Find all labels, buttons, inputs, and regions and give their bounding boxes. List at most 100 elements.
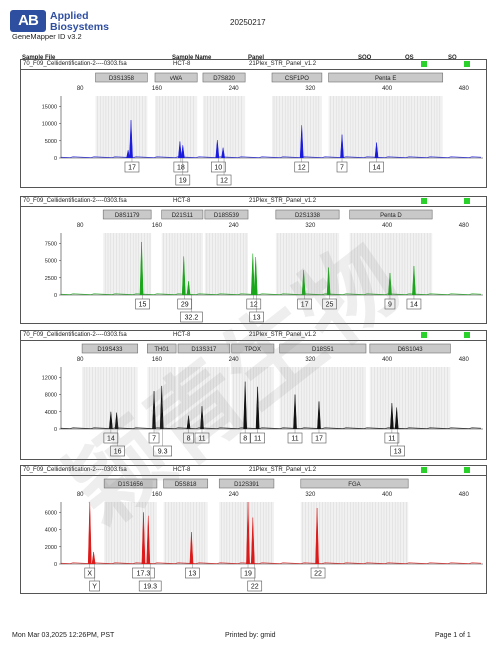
peak — [215, 140, 220, 159]
allele-call-box — [210, 161, 226, 173]
sample-name: HCT-8 — [173, 61, 191, 67]
allele-call-label: 19 — [179, 178, 187, 185]
peak — [129, 120, 133, 159]
panel-name: 21Plex_STR_Panel_v1.2 — [249, 198, 317, 204]
sample-name: HCT-8 — [173, 332, 191, 338]
allele-call-box — [175, 174, 191, 186]
marker-bin-band — [272, 96, 322, 158]
marker-bin-band — [103, 233, 152, 295]
x-tick-label: 80 — [77, 492, 84, 498]
allele-call-box — [250, 432, 265, 444]
peak — [189, 532, 194, 565]
marker-bar — [300, 478, 409, 489]
marker-bar — [154, 72, 198, 83]
x-tick-label: 160 — [152, 357, 163, 363]
x-tick-label: 240 — [229, 223, 240, 229]
peak — [390, 403, 394, 430]
marker-bin-band — [279, 367, 366, 429]
allele-call-box — [384, 432, 400, 444]
marker-label: D6S1043 — [398, 347, 424, 353]
peak — [293, 394, 297, 430]
x-tick-label: 400 — [382, 357, 393, 363]
footer-timestamp: Mon Mar 03,2025 12:26PM, PST — [12, 632, 115, 639]
allele-call-label: 11 — [254, 436, 261, 443]
y-tick-label: 6000 — [45, 510, 57, 516]
allele-call-label: 32.2 — [185, 315, 199, 322]
peak — [326, 267, 331, 296]
allele-call-box — [110, 445, 125, 457]
allele-call-label: 19.3 — [143, 584, 157, 591]
marker-bar — [81, 343, 139, 354]
sample-file: 70_F09_Cellidentification-2----0303.fsa — [23, 61, 127, 67]
allele-call-label: 11 — [198, 436, 205, 443]
marker-bar — [328, 72, 444, 83]
marker-bin-band — [369, 367, 451, 429]
x-tick-label: 320 — [305, 223, 316, 229]
marker-bar — [103, 478, 158, 489]
y-tick-label: 7500 — [45, 241, 57, 247]
applied-biosystems-logo: AB Applied Biosystems — [10, 10, 110, 38]
marker-bin-band — [202, 96, 246, 158]
x-tick-label: 480 — [459, 357, 470, 363]
baseline-trace — [60, 156, 482, 158]
x-tick-label: 240 — [229, 86, 240, 92]
allele-call-box — [135, 298, 150, 310]
marker-label: D2S1338 — [295, 213, 321, 219]
marker-label: D18S51 — [312, 347, 334, 353]
sample-name: HCT-8 — [173, 467, 191, 473]
allele-call-label: 8 — [243, 436, 247, 443]
allele-call-box — [124, 161, 140, 173]
marker-bar — [202, 72, 246, 83]
allele-call-label: 13 — [394, 449, 402, 456]
allele-call-box — [194, 432, 210, 444]
col-os: OS — [405, 55, 414, 61]
allele-call-box — [177, 298, 193, 310]
allele-call-box — [103, 432, 119, 444]
x-tick-label: 400 — [382, 223, 393, 229]
os-status-indicator — [421, 61, 427, 67]
y-tick-label: 4000 — [45, 410, 57, 416]
electropherogram-panel-blue: 70_F09_Cellidentification-2----0303.fsa … — [20, 59, 487, 188]
y-tick-label: 8000 — [45, 393, 57, 399]
report-date: 20250217 — [230, 18, 266, 27]
allele-call-box — [173, 161, 189, 173]
allele-call-label: Y — [92, 584, 97, 591]
x-tick-label: 160 — [152, 86, 163, 92]
peak — [87, 501, 92, 565]
marker-bar — [279, 343, 367, 354]
allele-call-box — [153, 445, 172, 457]
allele-call-box — [249, 311, 264, 323]
allele-call-box — [294, 161, 310, 173]
footer-page: Page 1 of 1 — [435, 632, 471, 639]
peak — [139, 241, 144, 296]
marker-bin-band — [163, 502, 208, 564]
marker-label: D1S1656 — [118, 482, 144, 488]
marker-bin-band — [300, 502, 409, 564]
col-sqo: SQO — [358, 55, 372, 61]
allele-call-label: 7 — [152, 436, 156, 443]
marker-bin-band — [161, 233, 203, 295]
peak — [388, 272, 392, 296]
sq-status-indicator — [464, 332, 470, 338]
peak — [243, 381, 247, 430]
electropherogram-chart: D1S1656 D5S818 D12S391 FGA 80 160 240 320 400 480… — [45, 478, 483, 592]
x-tick-label: 80 — [77, 357, 84, 363]
y-tick-label: 5000 — [45, 259, 57, 265]
sample-file: 70_F09_Cellidentification-2----0303.fsa — [23, 467, 127, 473]
peak — [180, 145, 185, 159]
marker-bar — [369, 343, 451, 354]
peak — [91, 551, 96, 565]
allele-call-label: 12 — [298, 165, 306, 172]
allele-call-box — [406, 298, 422, 310]
allele-call-label: 17 — [128, 165, 136, 172]
y-tick-label: 15000 — [42, 104, 57, 110]
marker-bar — [161, 209, 204, 220]
marker-label: FGA — [348, 482, 360, 488]
marker-label: D19S433 — [97, 347, 123, 353]
allele-call-box — [336, 161, 348, 173]
allele-call-label: 18 — [177, 165, 185, 172]
allele-call-box — [322, 298, 337, 310]
peak — [250, 517, 255, 565]
allele-call-label: 17.3 — [137, 571, 151, 578]
